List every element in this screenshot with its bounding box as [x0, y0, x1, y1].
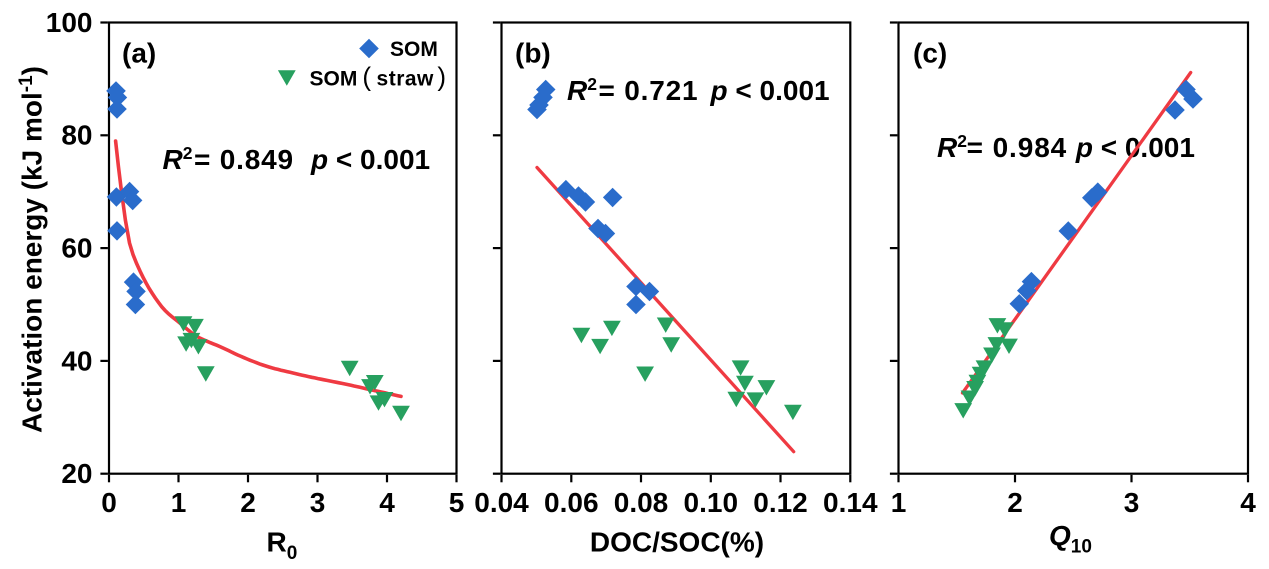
svg-text:2: 2 [240, 487, 256, 518]
svg-text:R2 = 0.984 p < 0.001: R2 = 0.984 p < 0.001 [937, 131, 1195, 163]
svg-text:80: 80 [61, 120, 92, 151]
svg-text:3: 3 [310, 487, 326, 518]
svg-text:SOM: SOM [390, 38, 438, 61]
svg-text:R2 = 0.721 p < 0.001: R2 = 0.721 p < 0.001 [567, 74, 830, 106]
svg-text:R2 = 0.849 p < 0.001: R2 = 0.849 p < 0.001 [163, 143, 431, 175]
svg-text:1: 1 [171, 487, 187, 518]
svg-text:2: 2 [1007, 487, 1023, 518]
svg-text:Q10: Q10 [1049, 520, 1092, 558]
svg-text:4: 4 [1240, 487, 1256, 518]
svg-text:1: 1 [891, 487, 907, 518]
svg-text:0: 0 [101, 487, 117, 518]
svg-text:(c): (c) [913, 38, 947, 69]
svg-text:0.10: 0.10 [684, 487, 739, 518]
svg-text:5: 5 [449, 487, 465, 518]
svg-text:0.08: 0.08 [614, 487, 669, 518]
svg-text:100: 100 [46, 7, 93, 38]
svg-text:40: 40 [61, 345, 92, 376]
svg-text:(a): (a) [122, 38, 156, 69]
svg-text:(b): (b) [515, 38, 551, 69]
svg-text:0.12: 0.12 [753, 487, 808, 518]
svg-text:3: 3 [1124, 487, 1140, 518]
svg-text:DOC/SOC(%): DOC/SOC(%) [590, 527, 764, 558]
svg-text:0.14: 0.14 [823, 487, 878, 518]
svg-text:20: 20 [61, 458, 92, 489]
svg-text:0.06: 0.06 [544, 487, 599, 518]
svg-text:60: 60 [61, 233, 92, 264]
svg-text:4: 4 [379, 487, 395, 518]
svg-text:Activation energy (kJ mol-1): Activation energy (kJ mol-1) [16, 66, 48, 433]
svg-text:0.04: 0.04 [474, 487, 529, 518]
